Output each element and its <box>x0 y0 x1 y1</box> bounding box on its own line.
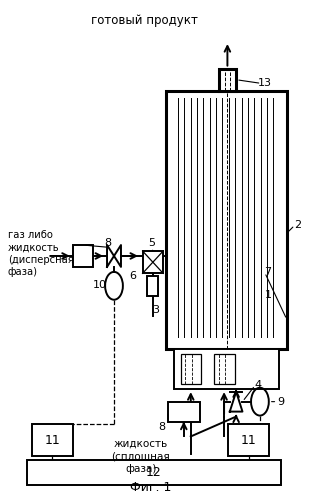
Text: 2: 2 <box>294 220 301 230</box>
Text: газ либо
жидкость
(дисперсная
фаза): газ либо жидкость (дисперсная фаза) <box>8 230 74 277</box>
Text: 10: 10 <box>93 280 107 290</box>
Text: 8: 8 <box>104 238 111 248</box>
Text: Фиг. 1: Фиг. 1 <box>130 480 171 494</box>
Bar <box>168 402 200 421</box>
Bar <box>174 350 279 389</box>
Text: 5: 5 <box>148 238 156 248</box>
Bar <box>147 276 158 295</box>
Text: 9: 9 <box>277 396 284 406</box>
Text: 12: 12 <box>146 466 162 479</box>
Text: 6: 6 <box>130 271 137 281</box>
Text: 3: 3 <box>152 304 159 314</box>
Bar <box>180 354 201 384</box>
Bar <box>27 460 281 484</box>
Bar <box>228 424 269 456</box>
Text: 1: 1 <box>264 290 271 300</box>
Bar <box>214 354 235 384</box>
Text: 4: 4 <box>255 380 262 390</box>
Bar <box>219 68 236 91</box>
Text: 11: 11 <box>241 434 257 446</box>
Text: 11: 11 <box>44 434 60 446</box>
Bar <box>73 245 93 268</box>
Text: 8: 8 <box>158 422 165 432</box>
Bar <box>142 251 163 274</box>
Text: 13: 13 <box>258 78 272 88</box>
Bar <box>32 424 73 456</box>
Bar <box>166 91 287 349</box>
Text: жидкость
(сплошная
фаза): жидкость (сплошная фаза) <box>112 439 170 474</box>
Text: 7: 7 <box>264 268 271 278</box>
Text: готовый продукт: готовый продукт <box>91 14 197 27</box>
